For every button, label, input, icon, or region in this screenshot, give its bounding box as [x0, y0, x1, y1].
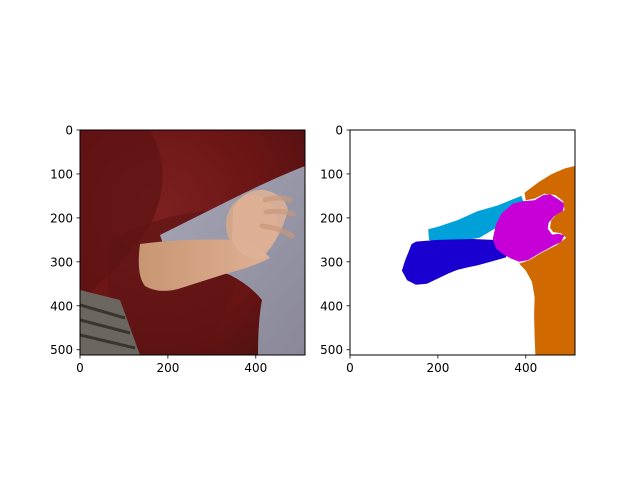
right-axes: 0 200 400 0 100 200 300 400 500 [320, 124, 537, 376]
left-xtick-label: 400 [244, 361, 267, 375]
right-xtick-label: 400 [514, 361, 537, 375]
right-xtick-label: 200 [426, 361, 449, 375]
left-ytick-label: 400 [50, 299, 73, 313]
right-panel: 0 200 400 0 100 200 300 400 500 [320, 124, 576, 376]
right-ytick-label: 200 [320, 211, 343, 225]
right-ytick-label: 300 [320, 255, 343, 269]
mask-segments [401, 166, 575, 355]
left-ytick-label: 300 [50, 255, 73, 269]
right-ytick-label: 500 [320, 343, 343, 357]
left-plot-frame [79, 129, 306, 356]
mask-segment-1 [401, 239, 509, 285]
right-plot-frame [349, 129, 576, 356]
mask-segment-3 [519, 166, 575, 355]
right-ytick-label: 0 [335, 124, 343, 138]
mask-segment-2 [492, 194, 565, 262]
left-xtick-label: 200 [156, 361, 179, 375]
left-ytick-label: 200 [50, 211, 73, 225]
left-ytick-label: 100 [50, 167, 73, 181]
left-xtick-label: 0 [76, 361, 84, 375]
right-ytick-label: 100 [320, 167, 343, 181]
left-panel: 0 200 400 0 100 200 300 400 500 [50, 124, 306, 376]
left-ytick-label: 0 [65, 124, 73, 138]
right-xtick-label: 0 [346, 361, 354, 375]
right-ytick-label: 400 [320, 299, 343, 313]
photo-image [80, 130, 305, 355]
left-ytick-label: 500 [50, 343, 73, 357]
left-axes: 0 200 400 0 100 200 300 400 500 [50, 124, 267, 376]
mask-segment-0 [428, 195, 524, 242]
